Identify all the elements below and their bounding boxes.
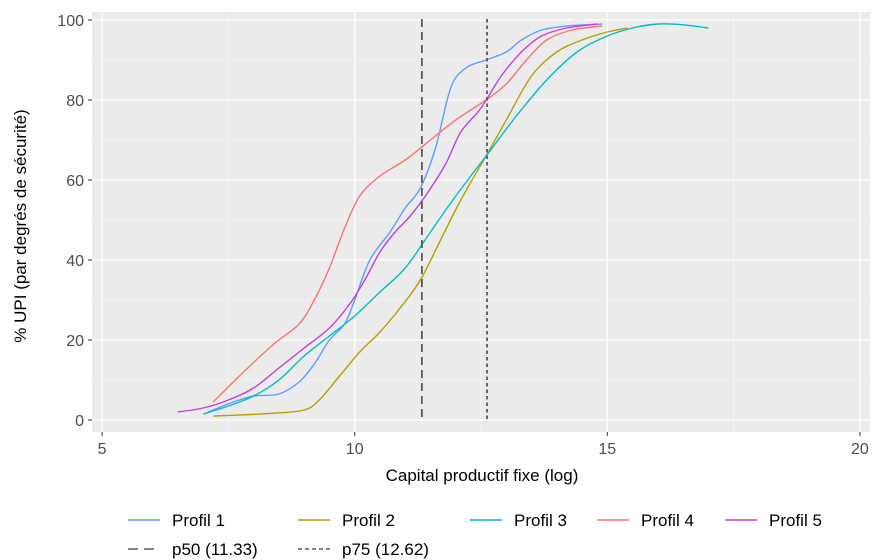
series-line-4 xyxy=(212,25,603,403)
legend: Profil 1 Profil 2 Profil 3 Profil 4 Profil 5… xyxy=(128,511,822,559)
series-line-3 xyxy=(202,23,709,415)
y-tick-label: 40 xyxy=(66,253,84,270)
legend-label-reference-2: p75 (12.62) xyxy=(342,540,429,559)
x-axis-title: Capital productif fixe (log) xyxy=(386,466,579,485)
x-tick-label: 10 xyxy=(346,441,364,458)
series-line-2 xyxy=(213,27,628,417)
y-tick-label: 0 xyxy=(75,413,84,430)
y-tick-label: 20 xyxy=(66,333,84,350)
x-axis: 5 10 15 20 xyxy=(98,432,869,458)
reference-lines xyxy=(420,19,488,419)
grid-minor xyxy=(92,12,870,432)
series-layer xyxy=(177,23,709,417)
legend-label-reference-1: p50 (11.33) xyxy=(172,540,258,559)
series-line-5 xyxy=(177,23,598,413)
y-tick-label: 60 xyxy=(66,173,84,190)
legend-label-series-3: Profil 3 xyxy=(514,511,567,530)
x-tick-label: 15 xyxy=(598,441,616,458)
y-axis-title: % UPI (par degrés de sécurité) xyxy=(11,109,30,342)
y-tick-label: 100 xyxy=(57,13,84,30)
x-tick-label: 5 xyxy=(98,441,107,458)
y-tick-label: 80 xyxy=(66,93,84,110)
grid-major xyxy=(92,12,870,432)
legend-label-series-2: Profil 2 xyxy=(342,511,395,530)
legend-label-series-5: Profil 5 xyxy=(769,511,822,530)
legend-label-series-1: Profil 1 xyxy=(172,511,225,530)
legend-label-series-4: Profil 4 xyxy=(641,511,694,530)
series-line-1 xyxy=(207,23,603,413)
x-tick-label: 20 xyxy=(851,441,869,458)
y-axis: 0 20 40 60 80 100 xyxy=(57,13,92,430)
